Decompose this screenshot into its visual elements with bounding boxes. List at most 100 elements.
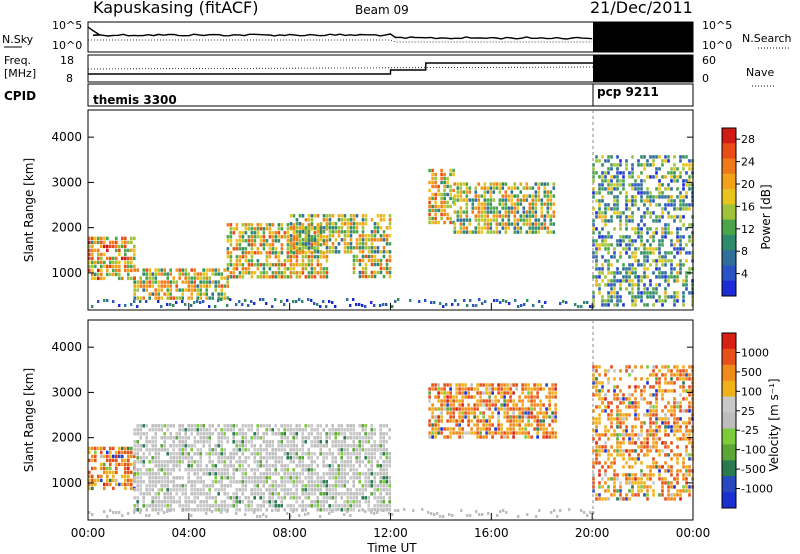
heatmap-cell: [595, 247, 598, 251]
heatmap-cell: [361, 274, 365, 279]
heatmap-cell: [307, 275, 311, 279]
heatmap-cell: [613, 485, 616, 489]
heatmap-cell: [688, 385, 691, 389]
heatmap-cell: [652, 369, 655, 373]
heatmap-cell: [527, 387, 530, 391]
heatmap-cell: [190, 284, 193, 288]
heatmap-cell: [673, 381, 676, 385]
heatmap-cell: [190, 444, 193, 448]
heatmap-cell: [379, 488, 382, 492]
heatmap-cell: [474, 194, 478, 198]
heatmap-cell: [661, 417, 664, 421]
heatmap-cell: [205, 472, 208, 476]
heatmap-cell: [367, 472, 370, 476]
heatmap-cell: [440, 172, 443, 177]
heatmap-cell: [528, 194, 532, 198]
heatmap-cell: [166, 472, 169, 476]
heatmap-cell: [328, 492, 331, 496]
heatmap-cell: [670, 231, 673, 235]
heatmap-cell: [139, 280, 142, 284]
heatmap-cell: [634, 425, 637, 429]
heatmap-cell: [595, 365, 598, 369]
heatmap-cell: [265, 460, 268, 464]
heatmap-cell: [592, 299, 595, 303]
heatmap-cell: [127, 272, 130, 277]
heatmap-cell: [184, 428, 187, 432]
nave-label: Nave: [746, 66, 774, 79]
heatmap-cell: [271, 448, 274, 452]
heatmap-cell: [148, 452, 151, 456]
heatmap-cell: [283, 508, 286, 512]
heatmap-cell: [664, 155, 667, 159]
heatmap-cell: [208, 436, 211, 440]
heatmap-cell: [658, 381, 661, 385]
heatmap-cell: [196, 288, 199, 292]
heatmap-cell: [449, 431, 452, 435]
heatmap-cell: [256, 460, 259, 464]
heatmap-cell: [367, 504, 370, 508]
heatmap-cell: [379, 484, 382, 488]
heatmap-cell: [667, 203, 670, 207]
heatmap-cell: [121, 244, 124, 249]
heatmap-cell: [208, 284, 211, 288]
heatmap-cell: [544, 301, 547, 304]
heatmap-cell: [271, 251, 275, 255]
heatmap-cell: [157, 284, 160, 288]
heatmap-cell: [452, 407, 455, 411]
heatmap-cell: [646, 231, 649, 235]
heatmap-cell: [154, 448, 157, 452]
heatmap-cell: [480, 206, 484, 210]
heatmap-cell: [88, 264, 91, 269]
heatmap-cell: [313, 250, 317, 254]
heatmap-cell: [513, 226, 517, 230]
heatmap-cell: [346, 510, 349, 513]
heatmap-cell: [388, 492, 391, 496]
heatmap-cell: [139, 424, 142, 428]
heatmap-cell: [157, 456, 160, 460]
heatmap-cell: [208, 276, 211, 280]
heatmap-cell: [133, 236, 136, 241]
heatmap-cell: [682, 283, 685, 287]
heatmap-cell: [640, 299, 643, 303]
heatmap-cell: [115, 264, 118, 269]
heatmap-cell: [250, 480, 253, 484]
heatmap-cell: [640, 215, 643, 219]
heatmap-cell: [673, 163, 676, 167]
heatmap-cell: [259, 488, 262, 492]
heatmap-cell: [181, 436, 184, 440]
heatmap-cell: [316, 444, 319, 448]
heatmap-cell: [367, 452, 370, 456]
heatmap-cell: [271, 428, 274, 432]
heatmap-cell: [211, 472, 214, 476]
heatmap-cell: [355, 452, 358, 456]
heatmap-cell: [283, 448, 286, 452]
heatmap-cell: [352, 428, 355, 432]
heatmap-cell: [169, 492, 172, 496]
heatmap-cell: [151, 424, 154, 428]
heatmap-cell: [655, 437, 658, 441]
heatmap-cell: [364, 266, 368, 271]
heatmap-cell: [226, 472, 229, 476]
heatmap-cell: [631, 457, 634, 461]
heatmap-cell: [542, 415, 545, 419]
heatmap-cell: [540, 198, 544, 202]
heatmap-cell: [655, 445, 658, 449]
heatmap-cell: [115, 260, 118, 265]
heatmap-cell: [500, 427, 503, 431]
heatmap-cell: [160, 444, 163, 448]
heatmap-cell: [94, 264, 97, 269]
heatmap-cell: [658, 389, 661, 393]
heatmap-cell: [412, 509, 415, 512]
heatmap-cell: [482, 383, 485, 387]
heatmap-cell: [265, 239, 269, 243]
heatmap-cell: [628, 171, 631, 175]
heatmap-cell: [196, 460, 199, 464]
heatmap-cell: [226, 251, 230, 255]
heatmap-cell: [346, 448, 349, 452]
heatmap-cell: [316, 271, 320, 275]
heatmap-cell: [232, 476, 235, 480]
heatmap-cell: [679, 207, 682, 211]
heatmap-cell: [196, 292, 199, 296]
heatmap-cell: [506, 387, 509, 391]
heatmap-cell: [289, 234, 293, 238]
